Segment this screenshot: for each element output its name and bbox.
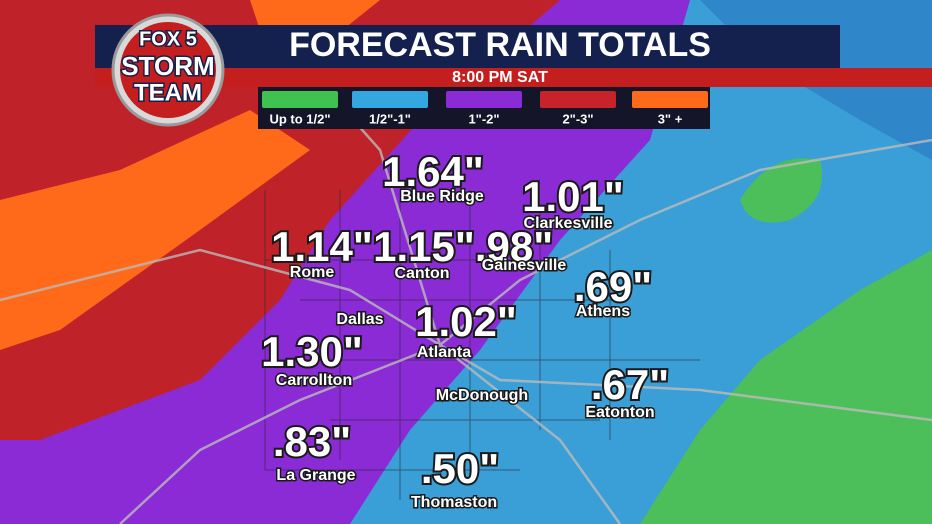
logo-disc: [120, 22, 216, 118]
rain-amount: 1.64": [382, 148, 484, 195]
logo-network: FOX 5: [139, 28, 197, 50]
legend-label: 2"-3": [562, 111, 593, 126]
places: 1.64"Blue Ridge 1.01"Clarkesville 1.14"Rom…: [259, 146, 671, 513]
zone-green: [640, 250, 932, 524]
logo-line1: STORM: [121, 51, 214, 81]
city-name: McDonough: [436, 387, 528, 404]
highways: [0, 59, 932, 524]
zone-orange: [0, 110, 310, 350]
city-name: Gainesville: [482, 257, 567, 274]
rain-amount: .67": [591, 361, 669, 408]
legend-swatch: [262, 91, 338, 108]
rain-amount: 1.14": [271, 223, 373, 270]
city-name: Dallas: [336, 311, 383, 328]
city-name: Blue Ridge: [400, 188, 484, 205]
city-name: Carrollton: [276, 372, 352, 389]
rain-amount: 1.30": [261, 328, 363, 375]
title: FORECAST RAIN TOTALS: [289, 26, 711, 64]
legend-swatch: [540, 91, 616, 108]
legend-label: 3" +: [658, 111, 683, 126]
city-name: Clarkesville: [524, 215, 613, 232]
rain-amount: .50": [421, 445, 499, 492]
legend-label: Up to 1/2": [269, 111, 330, 126]
rain-amount: .98": [475, 223, 553, 270]
city-name: Rome: [290, 264, 335, 281]
rain-amount: .83": [273, 418, 351, 465]
rain-amount: 1.02": [415, 298, 517, 345]
city-name: Athens: [576, 303, 630, 320]
legend-swatch: [632, 91, 708, 108]
city-name: Thomaston: [411, 494, 497, 511]
zone-green-small: [740, 158, 822, 223]
time: 8:00 PM SAT: [452, 69, 548, 86]
city-name: Canton: [394, 265, 449, 282]
legend-swatch: [352, 91, 428, 108]
legend-label: 1"-2": [468, 111, 499, 126]
rain-amount: 1.15": [373, 223, 475, 270]
rain-amount: .69": [574, 263, 652, 310]
rain-amount: 1.01": [522, 173, 624, 220]
city-name: Atlanta: [417, 344, 471, 361]
county-lines: [264, 190, 700, 500]
city-name: Eatonton: [585, 404, 654, 421]
legend-label: 1/2"-1": [369, 111, 411, 126]
city-name: La Grange: [276, 467, 355, 484]
time-bar: [95, 68, 932, 87]
legend: Up to 1/2" 1/2"-1" 1"-2" 2"-3" 3" +: [262, 91, 708, 126]
legend-swatch: [446, 91, 522, 108]
logo-line2: TEAM: [134, 79, 202, 106]
